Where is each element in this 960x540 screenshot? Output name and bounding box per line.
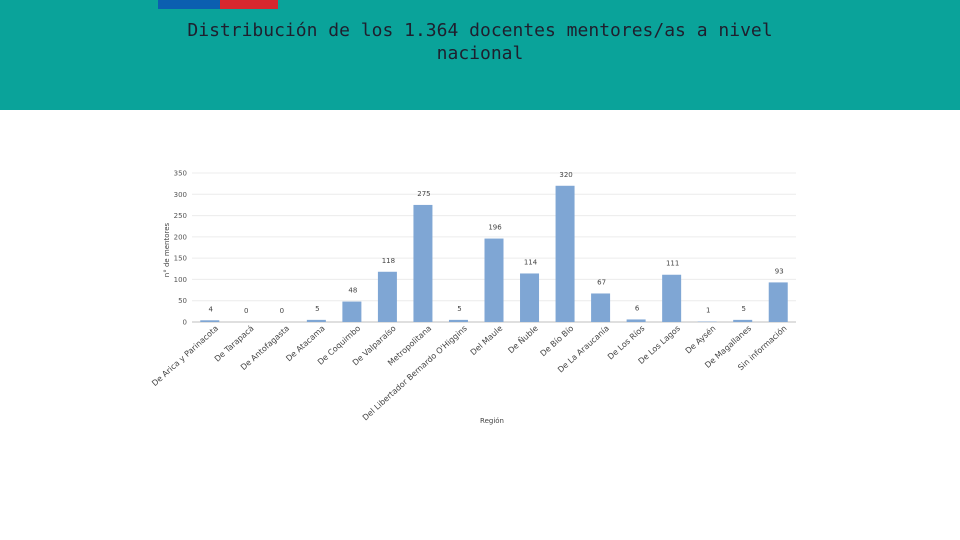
data-label: 114 xyxy=(524,258,538,266)
data-label: 1 xyxy=(706,307,710,315)
y-tick-label: 0 xyxy=(183,319,187,327)
data-label: 67 xyxy=(597,278,606,286)
y-tick-label: 350 xyxy=(174,170,187,178)
data-label: 118 xyxy=(382,257,395,265)
y-axis-label: n° de mentores xyxy=(163,222,171,277)
bar xyxy=(448,319,468,322)
y-axis-ticks: 0 50 100 150 200 250 300 350 xyxy=(174,170,187,327)
category-label: Del Maule xyxy=(469,324,505,357)
data-label: 275 xyxy=(417,190,430,198)
bar xyxy=(306,319,326,322)
data-label: 5 xyxy=(741,305,745,313)
y-tick-label: 100 xyxy=(174,276,187,284)
bar xyxy=(413,204,433,322)
y-tick-label: 300 xyxy=(174,191,187,199)
category-label: De Ñuble xyxy=(506,323,540,355)
bar xyxy=(626,319,646,322)
bar xyxy=(591,293,611,322)
x-axis-label: Región xyxy=(480,417,504,425)
y-tick-label: 50 xyxy=(178,297,187,305)
bar xyxy=(484,238,504,322)
bar xyxy=(200,320,220,322)
category-label: De Bío Bío xyxy=(539,324,576,358)
category-label: De Aysén xyxy=(683,323,718,355)
header-banner xyxy=(0,0,960,110)
data-label: 196 xyxy=(488,224,502,232)
bar xyxy=(733,319,753,322)
flag-stripe-red xyxy=(220,0,278,9)
data-label: 320 xyxy=(559,171,572,179)
bar xyxy=(768,282,788,322)
bar xyxy=(377,271,397,322)
y-tick-label: 150 xyxy=(174,255,187,263)
flag-stripe-blue xyxy=(158,0,220,9)
data-label: 6 xyxy=(635,304,640,312)
data-label: 0 xyxy=(244,307,248,315)
bar xyxy=(555,185,575,322)
data-label: 111 xyxy=(666,260,679,268)
y-tick-label: 250 xyxy=(174,212,187,220)
data-label: 4 xyxy=(209,305,214,313)
bars xyxy=(200,185,788,322)
data-label: 48 xyxy=(348,287,357,295)
bar xyxy=(520,273,540,322)
y-tick-label: 200 xyxy=(174,233,187,241)
page-title: Distribución de los 1.364 docentes mento… xyxy=(187,20,773,64)
bar xyxy=(342,301,362,322)
data-label: 5 xyxy=(457,305,461,313)
category-label: De Arica y Parinacota xyxy=(150,324,220,388)
data-label: 93 xyxy=(775,267,784,275)
bar xyxy=(662,274,682,322)
data-label: 5 xyxy=(315,305,319,313)
data-label: 0 xyxy=(280,307,284,315)
